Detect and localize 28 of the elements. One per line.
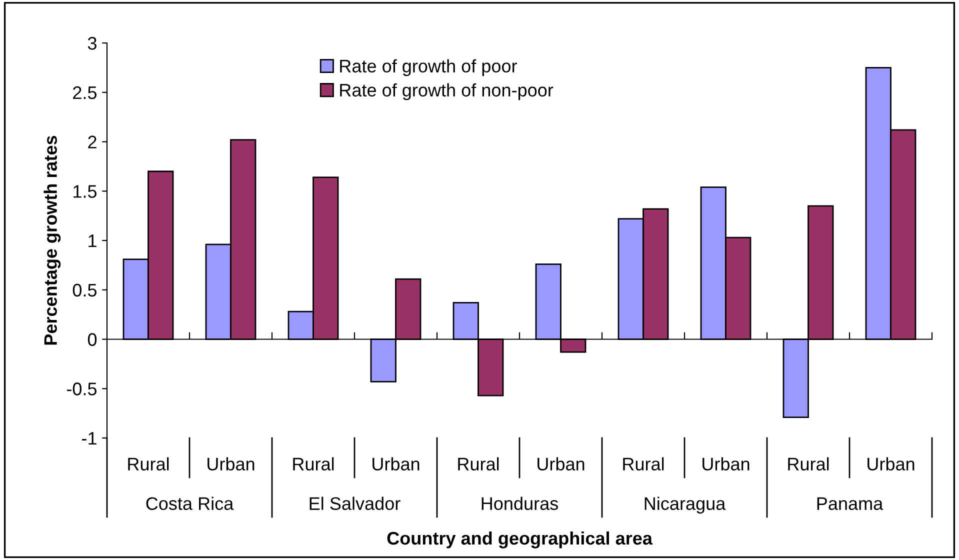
- text: Costa Rica: [146, 496, 234, 510]
- x-tick-label: Rural: [788, 457, 829, 470]
- x-tick-label: Rural: [623, 457, 664, 470]
- x-tick-label: Urban: [868, 457, 914, 470]
- legend-label: Rate of growth of poor: [340, 59, 517, 76]
- y-tick-label: -1: [82, 432, 96, 445]
- y-tick-label: 1.5: [74, 185, 97, 198]
- text: Nicaragua: [644, 496, 726, 514]
- x-tick-label: Rural: [458, 457, 499, 470]
- x-tick-label: Urban: [208, 457, 254, 470]
- legend-label: Rate of growth of non-poor: [340, 83, 554, 100]
- text: El Salvador: [310, 496, 400, 510]
- text: Honduras: [482, 496, 558, 510]
- x-axis-title: Country and geographical area: [387, 531, 653, 548]
- x-tick-label: Urban: [538, 457, 584, 470]
- y-tick-label: 0.5: [72, 284, 97, 297]
- x-tick-label: Urban: [372, 457, 420, 470]
- x-tick-label: Rural: [128, 457, 169, 470]
- y-axis-title: Percentage growth rates: [44, 136, 61, 345]
- y-tick-label: 1: [88, 234, 96, 248]
- y-tick-label: 0: [88, 333, 97, 346]
- text: Panama: [817, 497, 884, 510]
- x-tick-label: Urban: [702, 457, 750, 470]
- y-tick-label: -0.5: [66, 382, 97, 396]
- x-tick-label: Rural: [293, 457, 334, 470]
- y-tick-label: 2.5: [73, 86, 97, 100]
- y-tick-label: 3: [88, 36, 96, 50]
- y-tick-label: 2: [88, 136, 96, 148]
